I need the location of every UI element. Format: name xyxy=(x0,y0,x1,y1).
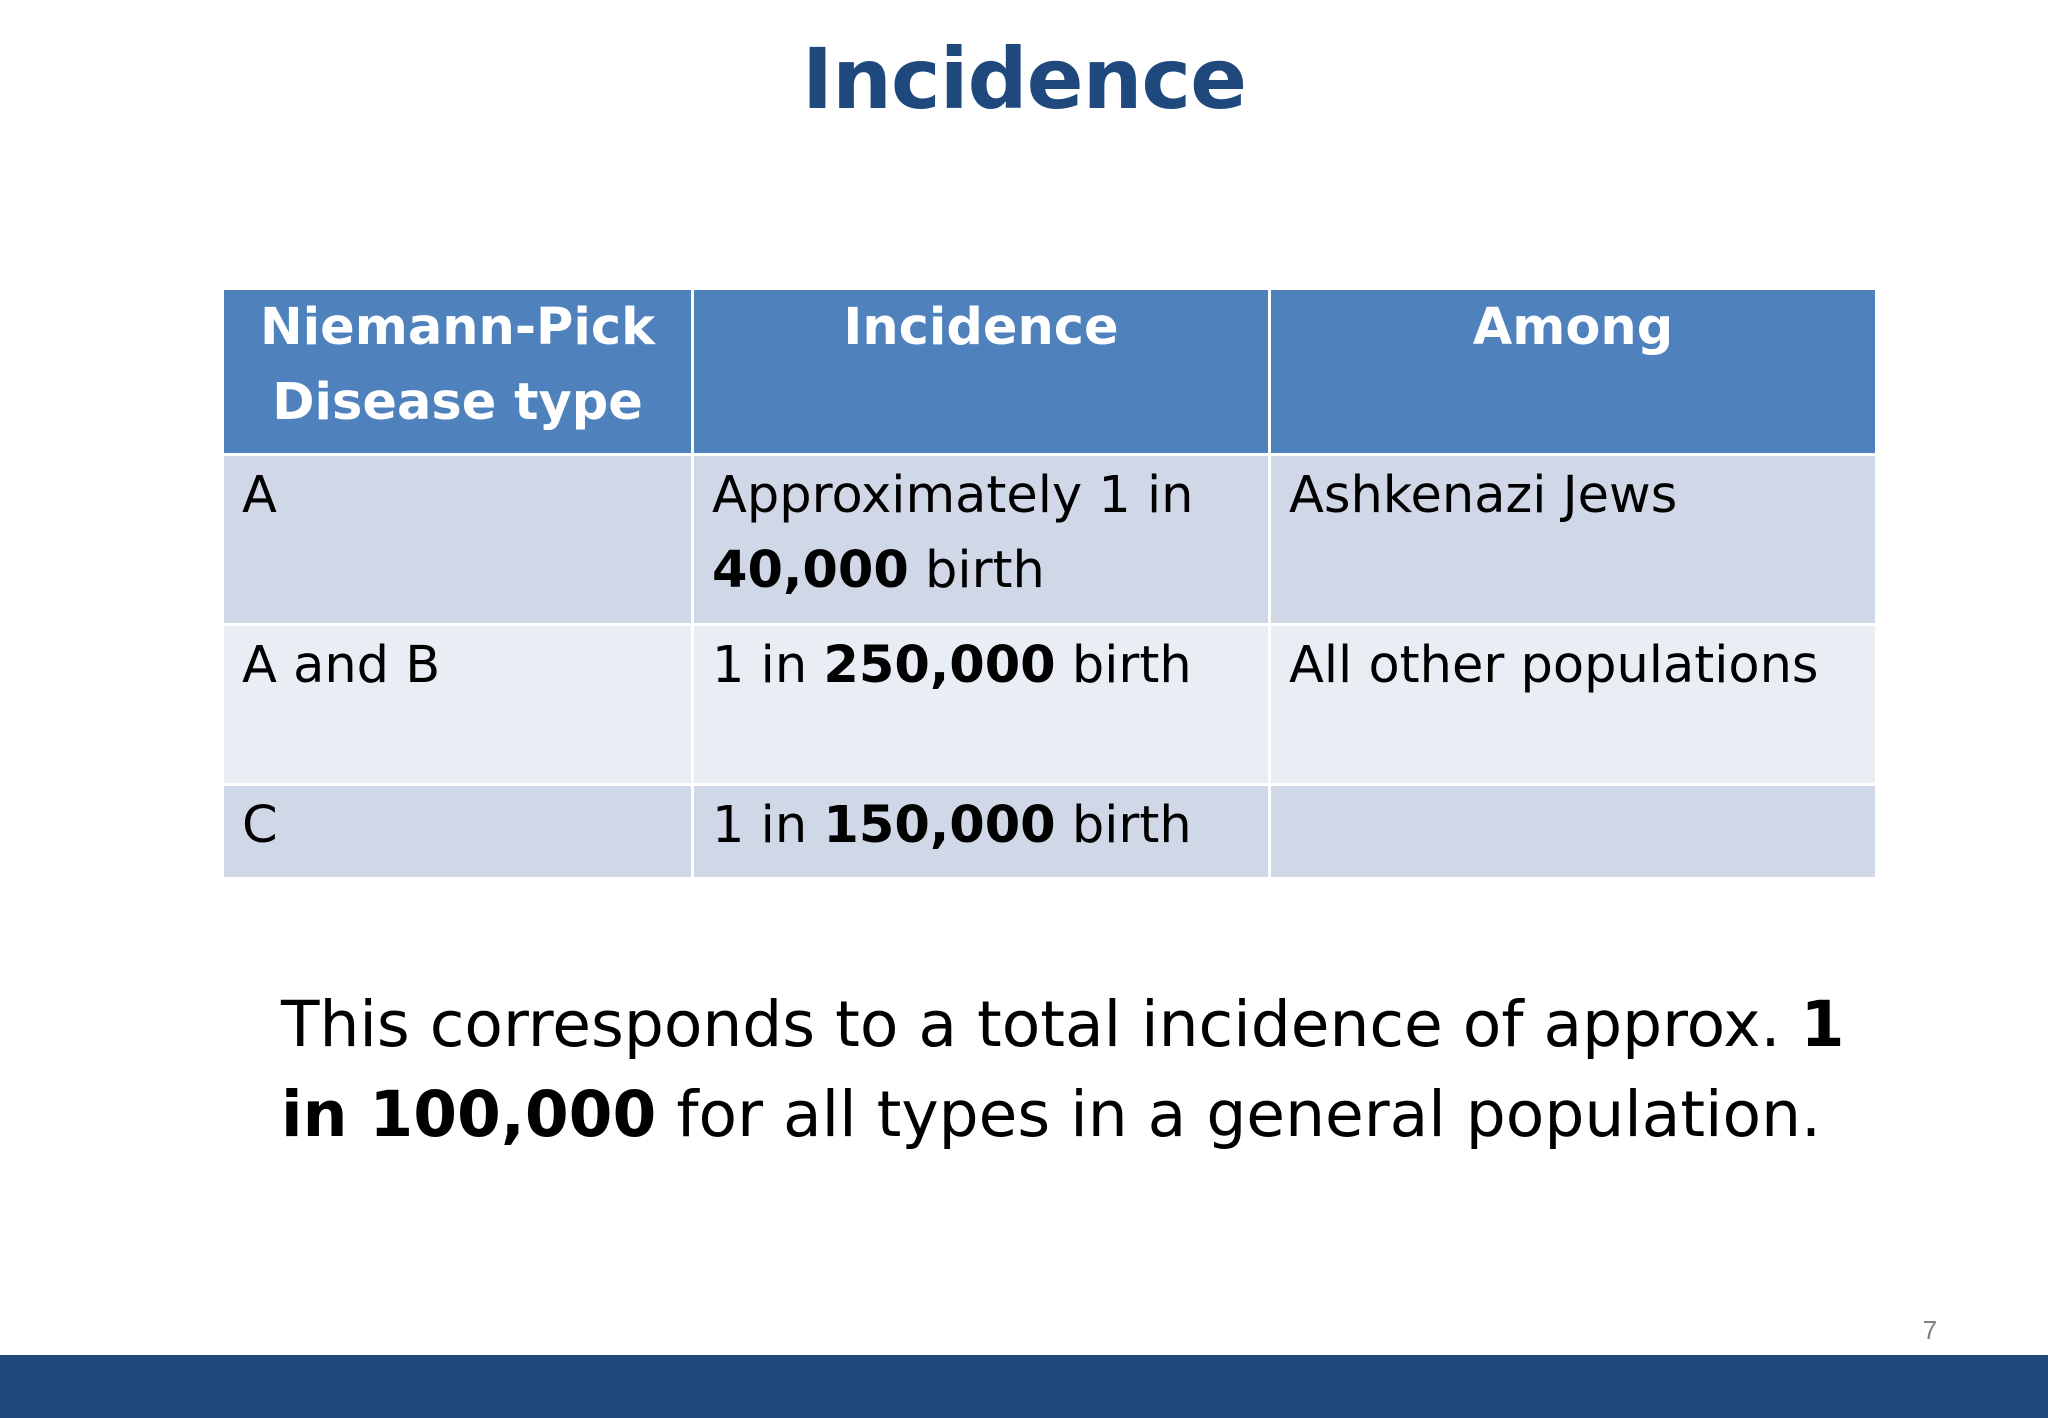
cell-incidence: 1 in 250,000 birth xyxy=(691,623,1271,786)
cell-disease-type: C xyxy=(221,783,694,880)
column-header-disease-type: Niemann-Pick Disease type xyxy=(221,287,694,456)
incidence-prefix: 1 in xyxy=(712,796,824,855)
cell-among: Ashkenazi Jews xyxy=(1268,453,1878,626)
summary-prefix: This corresponds to a total incidence of… xyxy=(281,988,1801,1061)
summary-suffix: for all types in a general population. xyxy=(656,1078,1822,1151)
cell-disease-type: A xyxy=(221,453,694,626)
incidence-value: 150,000 xyxy=(823,796,1056,855)
incidence-value: 250,000 xyxy=(823,636,1056,695)
page-number: 7 xyxy=(1922,1315,1938,1345)
cell-among: All other populations xyxy=(1268,623,1878,786)
slide-title: Incidence xyxy=(801,30,1247,128)
cell-disease-type: A and B xyxy=(221,623,694,786)
table-row: A and B 1 in 250,000 birth All other pop… xyxy=(221,623,1878,786)
incidence-prefix: Approximately 1 in xyxy=(712,466,1194,525)
footer-bar xyxy=(0,1355,2048,1418)
cell-incidence: 1 in 150,000 birth xyxy=(691,783,1271,880)
table-header-row: Niemann-Pick Disease type Incidence Among xyxy=(221,287,1878,456)
summary-paragraph: This corresponds to a total incidence of… xyxy=(281,980,1901,1160)
column-header-incidence: Incidence xyxy=(691,287,1271,456)
cell-incidence: Approximately 1 in 40,000 birth xyxy=(691,453,1271,626)
incidence-suffix: birth xyxy=(1055,636,1192,695)
incidence-suffix: birth xyxy=(1055,796,1192,855)
incidence-suffix: birth xyxy=(908,541,1045,600)
column-header-disease-type-line1: Niemann-Pick xyxy=(259,298,656,357)
column-header-among: Among xyxy=(1268,287,1878,456)
summary-highlight: 1 in 100,000 xyxy=(281,988,1845,1151)
cell-among xyxy=(1268,783,1878,880)
incidence-prefix: 1 in xyxy=(712,636,824,695)
table-row: C 1 in 150,000 birth xyxy=(221,783,1878,880)
table-row: A Approximately 1 in 40,000 birth Ashken… xyxy=(221,453,1878,626)
column-header-disease-type-line2: Disease type xyxy=(272,373,643,432)
incidence-value: 40,000 xyxy=(712,541,909,600)
incidence-table: Niemann-Pick Disease type Incidence Among… xyxy=(221,287,1878,880)
